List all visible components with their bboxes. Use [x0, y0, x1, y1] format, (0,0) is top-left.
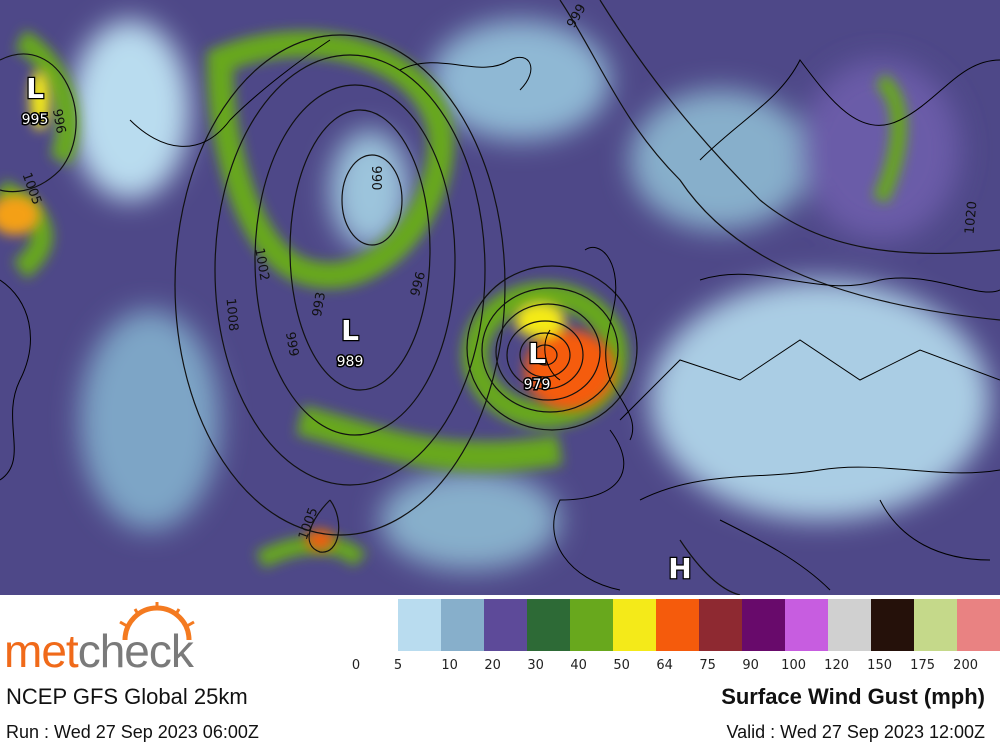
legend-label: 0 — [352, 658, 360, 673]
legend-swatch — [871, 599, 914, 651]
contour-label: 996 — [408, 270, 429, 298]
legend-label: 50 — [613, 658, 630, 673]
valid-time: Valid : Wed 27 Sep 2023 12:00Z — [726, 722, 985, 742]
legend-swatch — [527, 599, 570, 651]
contour-label: 993 — [310, 291, 329, 318]
low-pressure: 979 — [524, 377, 551, 393]
low-symbol: L — [341, 314, 359, 347]
legend-swatch — [484, 599, 527, 651]
legend-swatch — [742, 599, 785, 651]
contour-label: 1002 — [251, 247, 272, 282]
legend-swatch — [957, 599, 1000, 651]
product-title: Surface Wind Gust (mph) — [721, 684, 985, 709]
legend-swatch — [828, 599, 871, 651]
legend-label: 20 — [484, 658, 501, 673]
low-pressure: 989 — [337, 354, 364, 370]
legend-label: 75 — [699, 658, 716, 673]
legend-swatch — [914, 599, 957, 651]
legend-swatch — [613, 599, 656, 651]
legend-swatch — [699, 599, 742, 651]
legend-label: 90 — [742, 658, 759, 673]
contour-label: 999 — [282, 331, 301, 358]
legend-label: 40 — [570, 658, 587, 673]
contour-label: 990 — [368, 166, 383, 191]
legend-label: 120 — [824, 658, 849, 673]
logo: metcheck — [4, 624, 194, 678]
run-time: Run : Wed 27 Sep 2023 06:00Z — [6, 722, 259, 742]
legend-label: 175 — [910, 658, 935, 673]
legend-label: 64 — [656, 658, 673, 673]
legend-label: 5 — [394, 658, 402, 673]
legend-label: 30 — [527, 658, 544, 673]
legend: 0 5 10 20 30 40 50 64 75 90 100 120 150 175 200 — [352, 599, 1000, 673]
model-name: NCEP GFS Global 25km — [6, 684, 248, 709]
legend-swatch — [785, 599, 828, 651]
contour-label: 996 — [49, 108, 68, 135]
legend-label: 150 — [867, 658, 892, 673]
contour-label: 1008 — [223, 298, 241, 332]
legend-label: 200 — [953, 658, 978, 673]
legend-swatch — [398, 599, 441, 651]
legend-label: 100 — [781, 658, 806, 673]
low-symbol: L — [26, 72, 44, 105]
logo-met: met — [4, 625, 79, 677]
logo-check: check — [77, 625, 194, 677]
logo-sun — [119, 602, 195, 640]
contour-label: 1020 — [963, 201, 981, 235]
legend-swatch — [570, 599, 613, 651]
legend-label: 10 — [441, 658, 458, 673]
legend-swatch — [656, 599, 699, 651]
legend-swatch — [441, 599, 484, 651]
low-pressure: 995 — [22, 112, 49, 128]
high-symbol: H — [668, 552, 691, 585]
low-symbol: L — [528, 337, 546, 370]
